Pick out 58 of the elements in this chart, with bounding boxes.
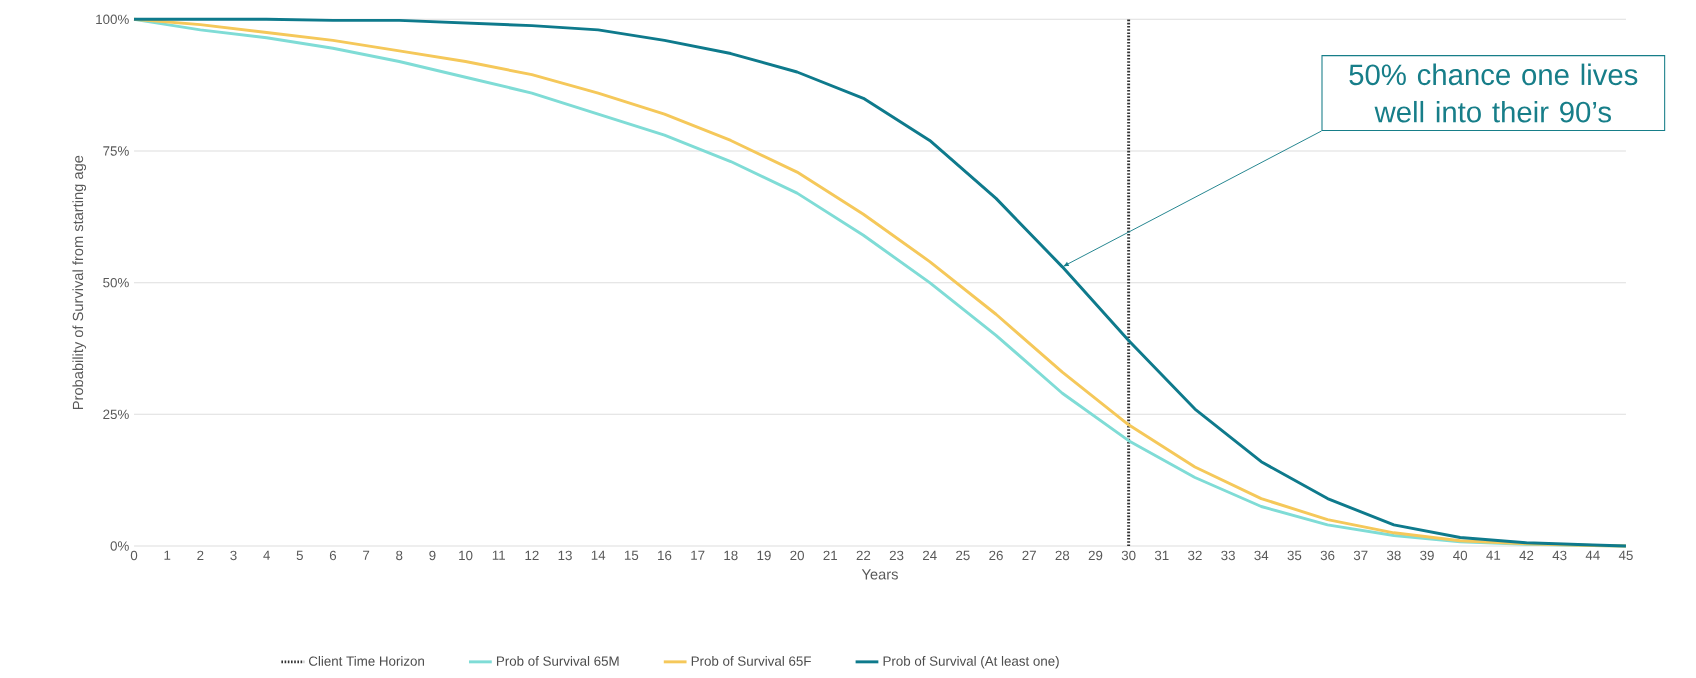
- x-tick-label: 17: [691, 550, 705, 560]
- y-tick-label: 25%: [103, 409, 129, 420]
- x-tick-label: 13: [558, 550, 572, 561]
- y-axis-title: Probability of Survival from starting age: [72, 155, 87, 410]
- x-tick-label: 37: [1353, 550, 1368, 561]
- x-tick-label: 20: [790, 550, 804, 561]
- x-tick-label: 35: [1287, 550, 1302, 561]
- x-tick-label: 10: [459, 550, 473, 561]
- x-tick-label: 9: [429, 550, 436, 561]
- legend-label: Prob of Survival 65M: [496, 656, 619, 666]
- x-tick-label: 32: [1188, 550, 1202, 561]
- x-tick-label: 18: [724, 550, 738, 561]
- x-tick-label: 34: [1254, 550, 1269, 561]
- x-tick-label: 16: [658, 550, 672, 561]
- legend-label: Prob of Survival 65F: [691, 656, 811, 666]
- x-tick-label: 5: [296, 550, 303, 560]
- x-tick-label: 2: [197, 550, 204, 561]
- annotation: 50% chance one lives well into their 90’s: [1349, 63, 1638, 123]
- x-tick-label: 7: [363, 550, 370, 560]
- y-tick-label: 75%: [103, 146, 129, 156]
- x-tick-label: 31: [1154, 550, 1169, 561]
- x-tick-label: 6: [329, 550, 337, 561]
- x-tick-label: 41: [1486, 550, 1501, 560]
- x-axis-title: Years: [861, 569, 898, 580]
- x-tick-label: 21: [823, 550, 838, 561]
- x-tick-label: 8: [396, 550, 403, 561]
- x-tick-label: 11: [492, 550, 505, 560]
- x-tick-label: 45: [1618, 550, 1633, 560]
- x-tick-label: 12: [525, 550, 539, 561]
- y-tick-label: 0%: [110, 541, 129, 551]
- x-tick-label: 14: [591, 550, 606, 560]
- x-tick-label: 38: [1386, 550, 1401, 561]
- x-tick-label: 39: [1420, 550, 1434, 561]
- x-tick-label: 40: [1453, 550, 1468, 561]
- x-tick-label: 29: [1088, 550, 1103, 561]
- x-tick-label: 19: [757, 550, 771, 561]
- x-tick-label: 36: [1320, 550, 1335, 561]
- x-tick-label: 0: [130, 550, 138, 561]
- x-tick-label: 28: [1055, 550, 1070, 561]
- x-tick-label: 25: [956, 550, 970, 561]
- x-tick-label: 43: [1552, 550, 1567, 561]
- x-tick-label: 30: [1121, 550, 1136, 561]
- x-tick-label: 26: [989, 550, 1003, 561]
- x-tick-label: 42: [1519, 550, 1534, 561]
- x-tick-label: 15: [624, 550, 639, 560]
- x-tick-label: 23: [889, 550, 904, 561]
- legend-label: Prob of Survival (At least one): [883, 656, 1059, 669]
- x-tick-label: 4: [263, 550, 270, 560]
- x-tick-label: 22: [856, 550, 871, 561]
- x-tick-label: 3: [230, 550, 237, 561]
- x-tick-label: 27: [1022, 550, 1036, 561]
- y-tick-label: 50%: [103, 277, 129, 288]
- legend-label: Client Time Horizon: [308, 656, 424, 666]
- x-tick-label: 33: [1221, 550, 1235, 561]
- x-tick-label: 24: [922, 550, 937, 561]
- x-tick-label: 1: [164, 550, 171, 560]
- x-tick-label: 44: [1585, 550, 1600, 560]
- y-tick-label: 100%: [96, 14, 129, 25]
